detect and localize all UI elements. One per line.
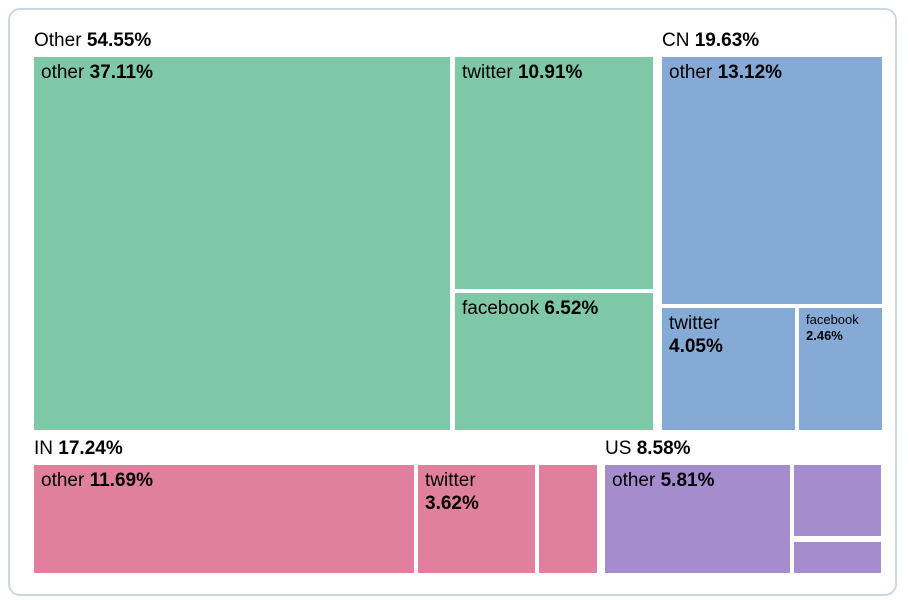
treemap-card: Other 54.55% CN 19.63% IN 17.24% US 8.58… [8,8,897,596]
group-name: CN [662,30,690,51]
cell-other-twitter[interactable]: twitter 10.91% [455,57,653,289]
treemap: Other 54.55% CN 19.63% IN 17.24% US 8.58… [10,10,895,594]
cell-cn-other[interactable]: other 13.12% [662,57,882,304]
cell-label: facebook 6.52% [462,298,599,319]
cell-label: twitter 4.05% [669,313,723,357]
group-value: 17.24% [58,438,123,459]
cell-cn-twitter[interactable]: twitter 4.05% [662,308,795,430]
cell-cn-facebook[interactable]: facebook 2.46% [799,308,882,430]
group-header-in: IN 17.24% [34,438,123,460]
group-name: US [605,438,632,459]
cell-us-facebook[interactable] [794,542,881,573]
cell-label: other 37.11% [41,62,153,83]
group-value: 54.55% [86,30,152,51]
cell-in-other[interactable]: other 11.69% [34,465,414,573]
group-header-cn: CN 19.63% [662,30,759,52]
group-name: Other [34,30,82,51]
cell-other-facebook[interactable]: facebook 6.52% [455,293,653,430]
group-header-us: US 8.58% [605,438,691,460]
cell-in-facebook[interactable] [539,465,597,573]
group-value: 19.63% [694,30,760,51]
group-header-other: Other 54.55% [34,30,151,52]
cell-label: twitter 10.91% [462,62,583,83]
cell-label: twitter 3.62% [425,470,479,514]
cell-label: other 5.81% [612,470,715,491]
cell-label: other 11.69% [41,470,153,491]
cell-us-twitter[interactable] [794,465,881,536]
group-value: 8.58% [636,438,691,459]
cell-us-other[interactable]: other 5.81% [605,465,790,573]
cell-other-other[interactable]: other 37.11% [34,57,450,430]
cell-label: facebook 2.46% [806,312,859,343]
cell-label: other 13.12% [669,62,783,83]
group-name: IN [34,438,53,459]
cell-in-twitter[interactable]: twitter 3.62% [418,465,535,573]
